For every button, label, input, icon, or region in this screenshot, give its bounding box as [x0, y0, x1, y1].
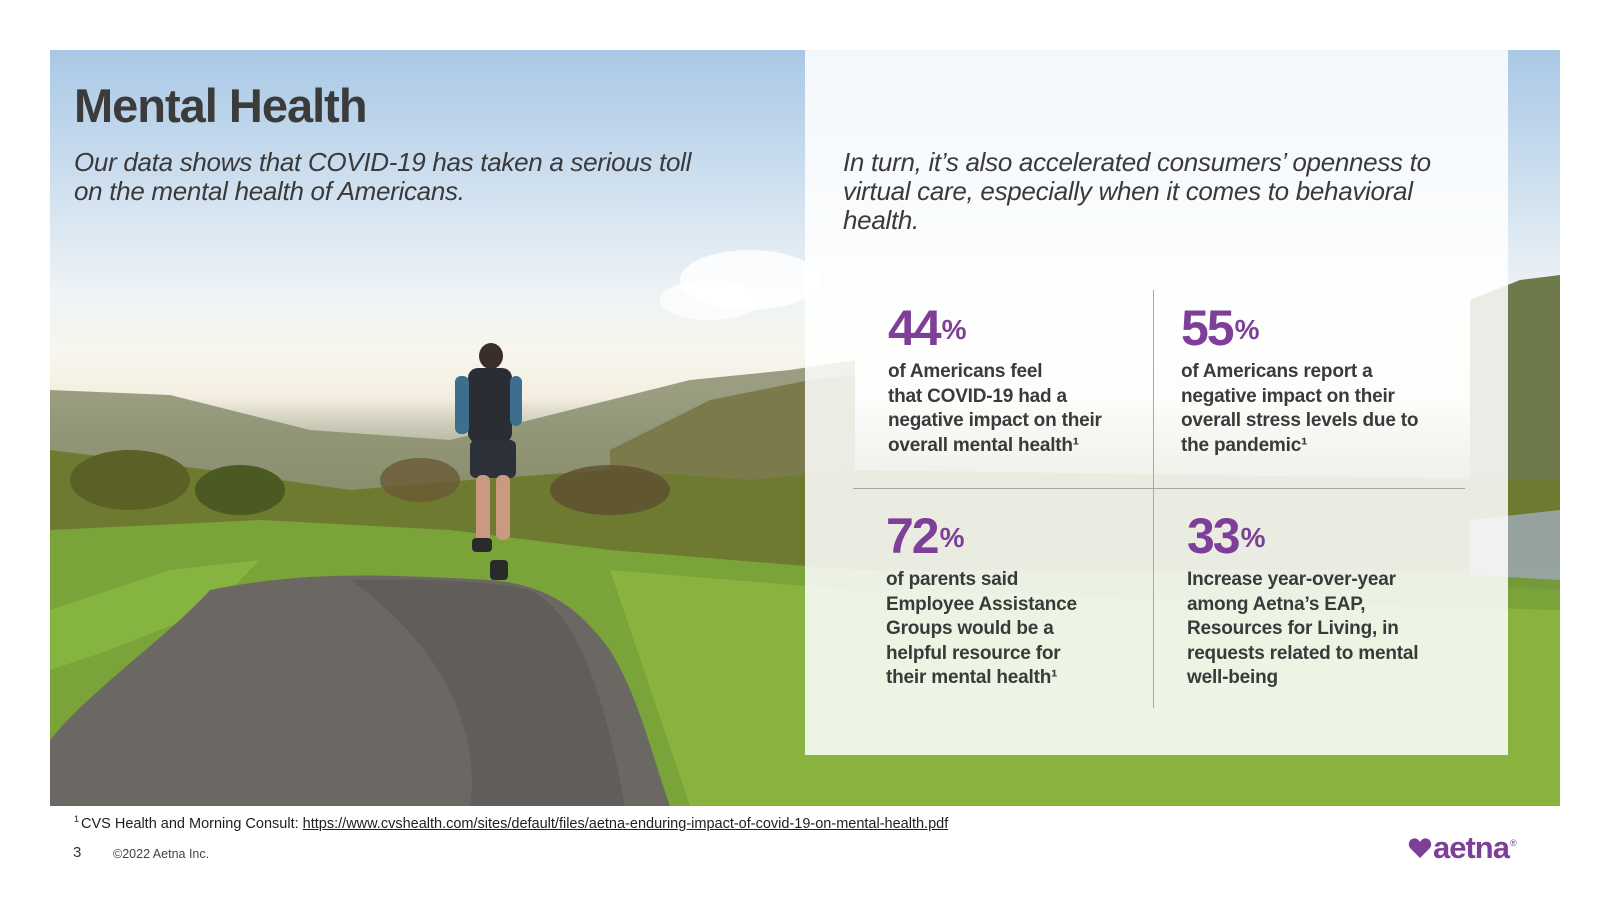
- copyright: ©2022 Aetna Inc.: [113, 847, 210, 861]
- intro-right-text: In turn, it’s also accelerated consumers…: [843, 147, 1431, 235]
- stat-value: 72%: [886, 508, 965, 564]
- horizontal-divider: [853, 488, 1465, 489]
- page-number: 3: [73, 844, 82, 861]
- stat-block-parents: 72% of parents said Employee Assistance …: [886, 508, 1156, 691]
- registered-mark: ®: [1509, 838, 1517, 848]
- stat-block-mental-health: 44% of Americans feel that COVID-19 had …: [888, 300, 1158, 458]
- stats-panel: [805, 50, 1508, 755]
- stat-value: 33%: [1187, 508, 1266, 564]
- footnote: 1 CVS Health and Morning Consult: https:/…: [74, 814, 949, 832]
- stat-description: of parents said Employee Assistance Grou…: [886, 569, 1077, 688]
- stat-description: of Americans feel that COVID-19 had a ne…: [888, 361, 1102, 456]
- runner-figure: [455, 343, 522, 580]
- vertical-divider: [1153, 290, 1154, 708]
- heart-icon: [1408, 838, 1432, 858]
- intro-left-text: Our data shows that COVID-19 has taken a…: [74, 147, 692, 206]
- footnote-source: CVS Health and Morning Consult:: [81, 816, 303, 832]
- stat-block-stress: 55% of Americans report a negative impac…: [1181, 300, 1451, 458]
- aetna-logo: aetna ®: [1408, 832, 1517, 864]
- stat-description: of Americans report a negative impact on…: [1181, 361, 1419, 456]
- footnote-link[interactable]: https://www.cvshealth.com/sites/default/…: [302, 816, 949, 832]
- footnote-marker: 1: [74, 814, 80, 824]
- logo-wordmark: aetna: [1433, 830, 1510, 865]
- slide-title: Mental Health: [74, 79, 368, 132]
- stat-value: 44%: [888, 300, 967, 356]
- stat-block-eap: 33% Increase year-over-year among Aetna’…: [1187, 508, 1457, 691]
- stat-description: Increase year-over-year among Aetna’s EA…: [1187, 569, 1419, 688]
- stat-value: 55%: [1181, 300, 1260, 356]
